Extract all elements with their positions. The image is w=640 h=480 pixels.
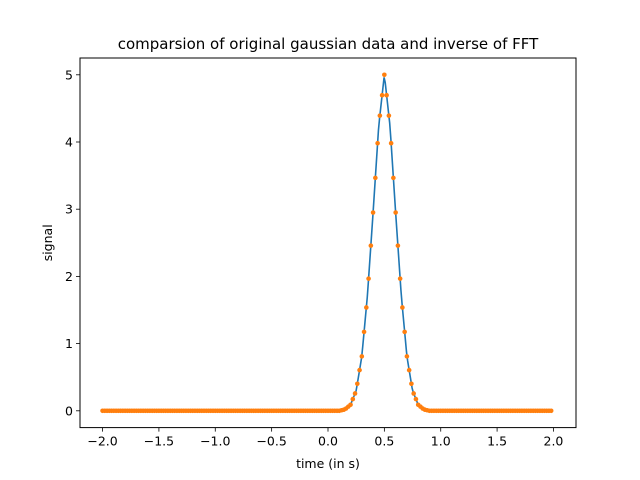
data-point <box>379 92 385 98</box>
y-tick-label: 2 <box>65 269 73 284</box>
data-point <box>388 140 394 146</box>
x-tick-label: 1.0 <box>431 434 451 449</box>
data-point <box>393 210 398 215</box>
data-point <box>413 396 419 402</box>
data-point <box>359 354 365 359</box>
data-point <box>370 210 376 215</box>
x-tick-label: 0.0 <box>318 434 338 449</box>
data-point <box>391 175 396 181</box>
plot-area <box>100 72 554 414</box>
data-point <box>404 354 410 359</box>
x-tick-label: −1.5 <box>144 434 174 449</box>
data-point <box>382 72 387 78</box>
data-point <box>364 305 369 310</box>
x-tick-label: 0.5 <box>374 434 394 449</box>
data-point <box>355 381 360 387</box>
data-point <box>366 276 371 281</box>
data-point <box>350 396 356 402</box>
x-axis-label: time (in s) <box>296 456 360 471</box>
y-axis-label: signal <box>40 224 55 261</box>
y-tick-label: 0 <box>65 403 73 418</box>
data-point <box>368 243 374 248</box>
data-point <box>357 367 362 373</box>
x-tick-label: −2.0 <box>87 434 117 449</box>
data-point <box>352 391 358 396</box>
axes-frame <box>79 57 577 429</box>
data-point <box>397 276 403 281</box>
data-point <box>386 113 392 118</box>
y-tick-label: 4 <box>65 135 73 150</box>
data-point <box>395 243 401 248</box>
y-tick-label: 1 <box>65 336 73 351</box>
y-tick-label: 3 <box>65 202 73 217</box>
data-point <box>409 381 414 387</box>
data-point <box>373 175 378 181</box>
x-tick-label: 1.5 <box>487 434 507 449</box>
data-point <box>548 408 554 414</box>
data-point <box>400 305 405 310</box>
data-point <box>348 402 353 408</box>
x-tick-label: −0.5 <box>256 434 286 449</box>
x-tick-label: 2.0 <box>544 434 564 449</box>
data-point <box>402 329 407 335</box>
data-point <box>361 329 367 335</box>
chart-title: comparsion of original gaussian data and… <box>118 35 539 53</box>
axis-ticks: −2.0 −1.5 −1.0 −0.5 0.0 0.5 1.0 1.5 2.0 0 1 2 3 4 5 <box>65 67 563 448</box>
data-point <box>377 113 383 118</box>
data-point <box>375 140 380 146</box>
y-tick-label: 5 <box>65 67 73 82</box>
data-point <box>411 391 416 396</box>
x-tick-label: −1.0 <box>200 434 230 449</box>
data-point <box>384 92 389 98</box>
data-point <box>406 367 412 373</box>
